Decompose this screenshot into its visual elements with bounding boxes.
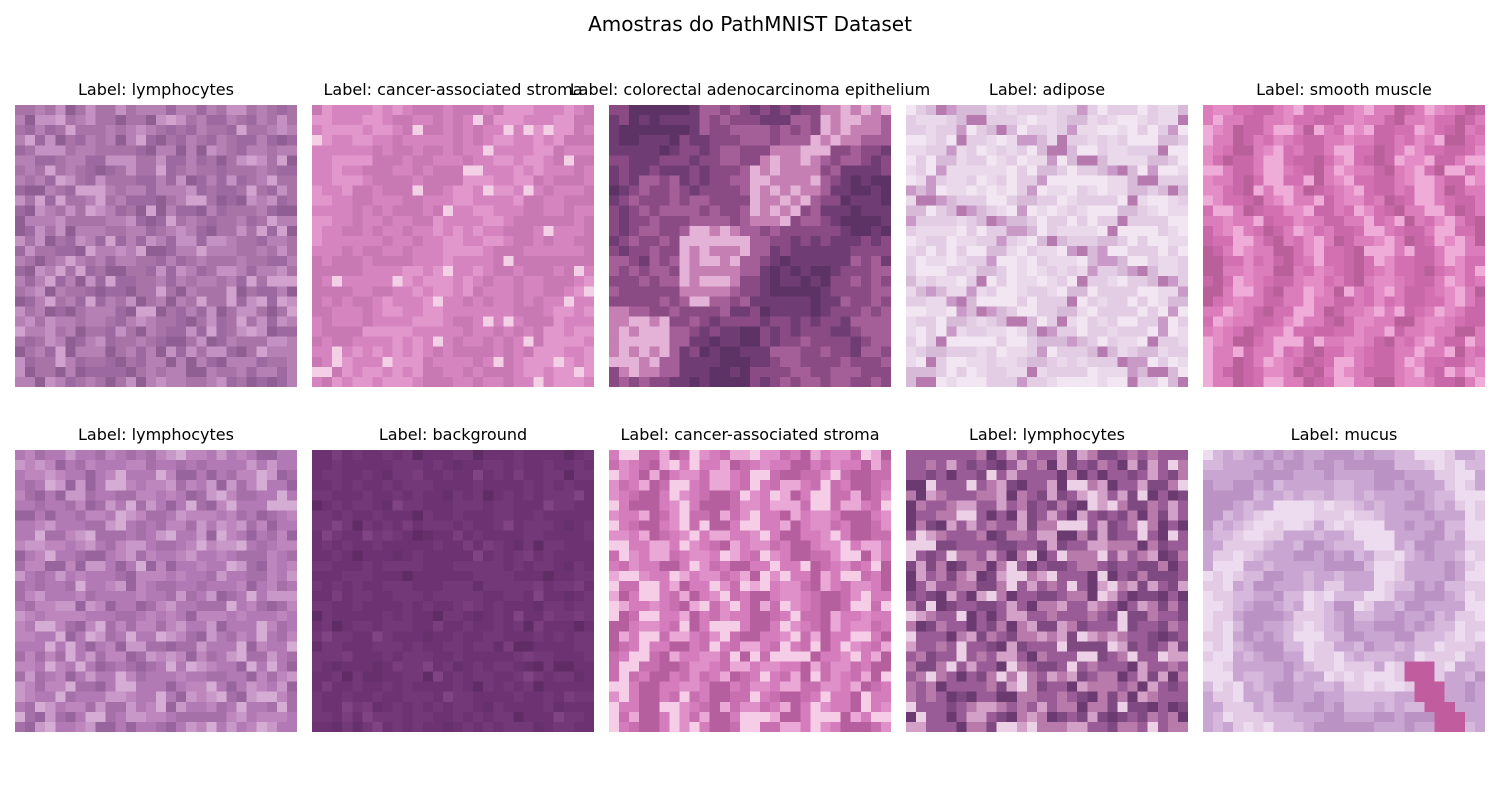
sample-image bbox=[312, 105, 594, 387]
sample-label: Label: cancer-associated stroma bbox=[323, 80, 583, 99]
sample-mosaic bbox=[15, 450, 297, 732]
sample-image bbox=[1203, 105, 1485, 387]
sample-mosaic bbox=[609, 105, 891, 387]
sample-mosaic bbox=[15, 105, 297, 387]
sample-image bbox=[1203, 450, 1485, 732]
sample-label: Label: smooth muscle bbox=[1256, 80, 1432, 99]
sample-label: Label: adipose bbox=[988, 80, 1106, 99]
sample-mosaic bbox=[609, 450, 891, 732]
sample-mosaic bbox=[906, 105, 1188, 387]
sample-image bbox=[15, 105, 297, 387]
figure-title: Amostras do PathMNIST Dataset bbox=[588, 12, 912, 36]
sample-image bbox=[906, 450, 1188, 732]
sample-mosaic bbox=[1203, 450, 1485, 732]
sample-image bbox=[15, 450, 297, 732]
sample-mosaic bbox=[1203, 105, 1485, 387]
sample-label: Label: mucus bbox=[1290, 425, 1398, 444]
sample-label: Label: lymphocytes bbox=[969, 425, 1125, 444]
sample-label: Label: cancer-associated stroma bbox=[620, 425, 880, 444]
sample-image bbox=[906, 105, 1188, 387]
sample-label: Label: colorectal adenocarcinoma epithel… bbox=[569, 80, 931, 99]
sample-mosaic bbox=[312, 450, 594, 732]
sample-label: Label: background bbox=[378, 425, 528, 444]
sample-mosaic bbox=[312, 105, 594, 387]
sample-label: Label: lymphocytes bbox=[78, 425, 234, 444]
sample-label: Label: lymphocytes bbox=[78, 80, 234, 99]
sample-image bbox=[609, 105, 891, 387]
sample-image bbox=[609, 450, 891, 732]
sample-mosaic bbox=[906, 450, 1188, 732]
sample-image bbox=[312, 450, 594, 732]
